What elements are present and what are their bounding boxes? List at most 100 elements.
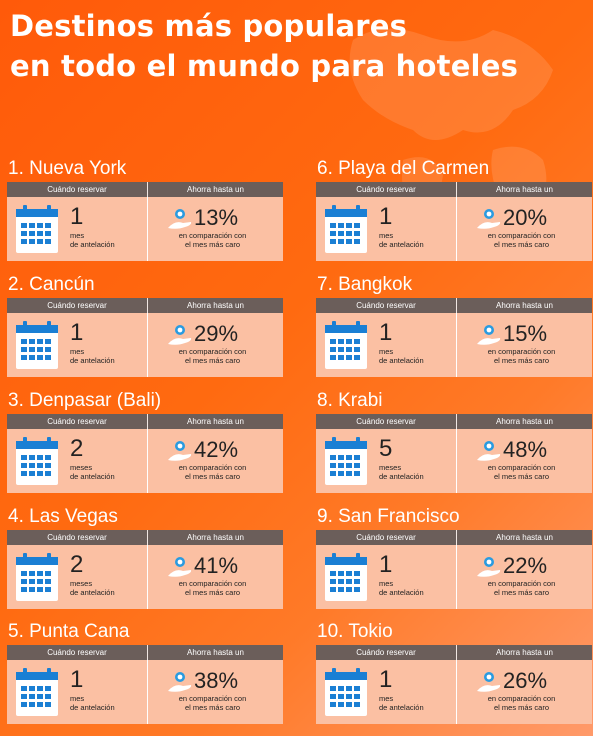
months-unit: mes de antelación [379,694,424,712]
save-header-label: Ahorra hasta un [187,185,244,194]
saving-cell: 41% en comparación con el mes más caro [148,545,283,609]
comparison-text: en comparación con el mes más caro [178,579,247,597]
booking-cell: 1 mes de antelación [316,197,457,261]
destination-block: 4. Las Vegas Cuándo reservar Ahorra hast… [7,506,283,609]
months-value: 1 [70,203,84,230]
card-body: 2 meses de antelación 42% en comparación … [7,429,283,493]
saving-percentage: 22% [503,553,548,578]
destination-name: 10. Tokio [317,621,393,642]
book-header-label: Cuándo reservar [316,530,457,545]
destination-card: Cuándo reservar Ahorra hasta un [7,182,283,261]
comparison-text: en comparación con el mes más caro [487,579,556,597]
months-value: 2 [70,551,84,578]
months-unit: mes de antelación [70,694,115,712]
coin-hand-icon [477,672,501,692]
destination-block: 8. Krabi Cuándo reservar Ahorra hasta un [316,390,592,493]
destination-block: 3. Denpasar (Bali) Cuándo reservar Ahorr… [7,390,283,493]
booking-cell: 1 mes de antelación [7,313,148,377]
coin-hand-icon [168,325,192,345]
months-value: 2 [70,435,84,462]
comparison-text: en comparación con el mes más caro [487,463,556,481]
saving-percentage: 20% [503,205,548,230]
title-line-1: Destinos más populares [10,9,408,43]
saving-percentage: 26% [503,668,548,693]
months-unit: mes de antelación [379,347,424,365]
save-header-label: Ahorra hasta un [496,185,553,194]
card-header: Cuándo reservar Ahorra hasta un [7,298,283,313]
card-body: 1 mes de antelación 13% en comparación co… [7,197,283,261]
destination-name: 7. Bangkok [317,274,413,295]
calendar-icon [325,205,367,253]
card-header: Cuándo reservar Ahorra hasta un [316,182,592,197]
saving-cell: 48% en comparación con el mes más caro [457,429,592,493]
comparison-text: en comparación con el mes más caro [487,231,556,249]
save-header-label: Ahorra hasta un [187,533,244,542]
coin-hand-icon [168,672,192,692]
destination-card: Cuándo reservar Ahorra hasta un [7,298,283,377]
saving-percentage: 13% [194,205,239,230]
save-header-label: Ahorra hasta un [187,648,244,657]
saving-cell: 20% en comparación con el mes más caro [457,197,592,261]
save-header-label: Ahorra hasta un [496,648,553,657]
months-value: 1 [379,203,393,230]
page-title: Destinos más populares en todo el mundo … [10,6,518,86]
calendar-icon [325,553,367,601]
months-value: 1 [70,666,84,693]
months-value: 1 [379,551,393,578]
calendar-icon [325,668,367,716]
saving-cell: 15% en comparación con el mes más caro [457,313,592,377]
book-header-label: Cuándo reservar [316,182,457,197]
card-header: Cuándo reservar Ahorra hasta un [7,530,283,545]
card-header: Cuándo reservar Ahorra hasta un [7,414,283,429]
calendar-icon [16,553,58,601]
saving-cell: 42% en comparación con el mes más caro [148,429,283,493]
book-header-label: Cuándo reservar [316,645,457,660]
book-header-label: Cuándo reservar [7,645,148,660]
comparison-text: en comparación con el mes más caro [178,231,247,249]
book-header-label: Cuándo reservar [316,414,457,429]
coin-hand-icon [168,557,192,577]
comparison-text: en comparación con el mes más caro [178,694,247,712]
calendar-icon [16,205,58,253]
save-header-label: Ahorra hasta un [496,533,553,542]
comparison-text: en comparación con el mes más caro [487,347,556,365]
saving-cell: 13% en comparación con el mes más caro [148,197,283,261]
destination-block: 1. Nueva York Cuándo reservar Ahorra has… [7,158,283,261]
card-body: 5 meses de antelación 48% en comparación … [316,429,592,493]
saving-percentage: 15% [503,321,548,346]
destination-card: Cuándo reservar Ahorra hasta un [7,414,283,493]
card-body: 1 mes de antelación 15% en comparación co… [316,313,592,377]
destination-name: 9. San Francisco [317,506,460,527]
card-body: 1 mes de antelación 29% en comparación co… [7,313,283,377]
months-unit: meses de antelación [70,579,115,597]
months-value: 1 [379,319,393,346]
destination-name: 1. Nueva York [8,158,127,179]
card-body: 1 mes de antelación 22% en comparación co… [316,545,592,609]
card-header: Cuándo reservar Ahorra hasta un [7,182,283,197]
booking-cell: 1 mes de antelación [7,660,148,724]
book-header-label: Cuándo reservar [7,182,148,197]
card-body: 1 mes de antelación 20% en comparación co… [316,197,592,261]
booking-cell: 1 mes de antelación [316,313,457,377]
calendar-icon [16,668,58,716]
calendar-icon [16,321,58,369]
months-unit: mes de antelación [379,579,424,597]
destination-card: Cuándo reservar Ahorra hasta un [316,530,592,609]
saving-percentage: 38% [194,668,239,693]
destination-name: 3. Denpasar (Bali) [8,390,162,411]
destination-block: 10. Tokio Cuándo reservar Ahorra hasta u… [316,621,592,724]
save-header-label: Ahorra hasta un [187,417,244,426]
destination-block: 2. Cancún Cuándo reservar Ahorra hasta u… [7,274,283,377]
calendar-icon [325,321,367,369]
booking-cell: 1 mes de antelación [316,660,457,724]
card-header: Cuándo reservar Ahorra hasta un [7,645,283,660]
coin-hand-icon [477,557,501,577]
comparison-text: en comparación con el mes más caro [178,347,247,365]
saving-percentage: 48% [503,437,548,462]
saving-cell: 26% en comparación con el mes más caro [457,660,592,724]
comparison-text: en comparación con el mes más caro [178,463,247,481]
coin-hand-icon [168,209,192,229]
title-line-2: en todo el mundo para hoteles [10,49,519,83]
card-header: Cuándo reservar Ahorra hasta un [316,530,592,545]
months-value: 1 [70,319,84,346]
